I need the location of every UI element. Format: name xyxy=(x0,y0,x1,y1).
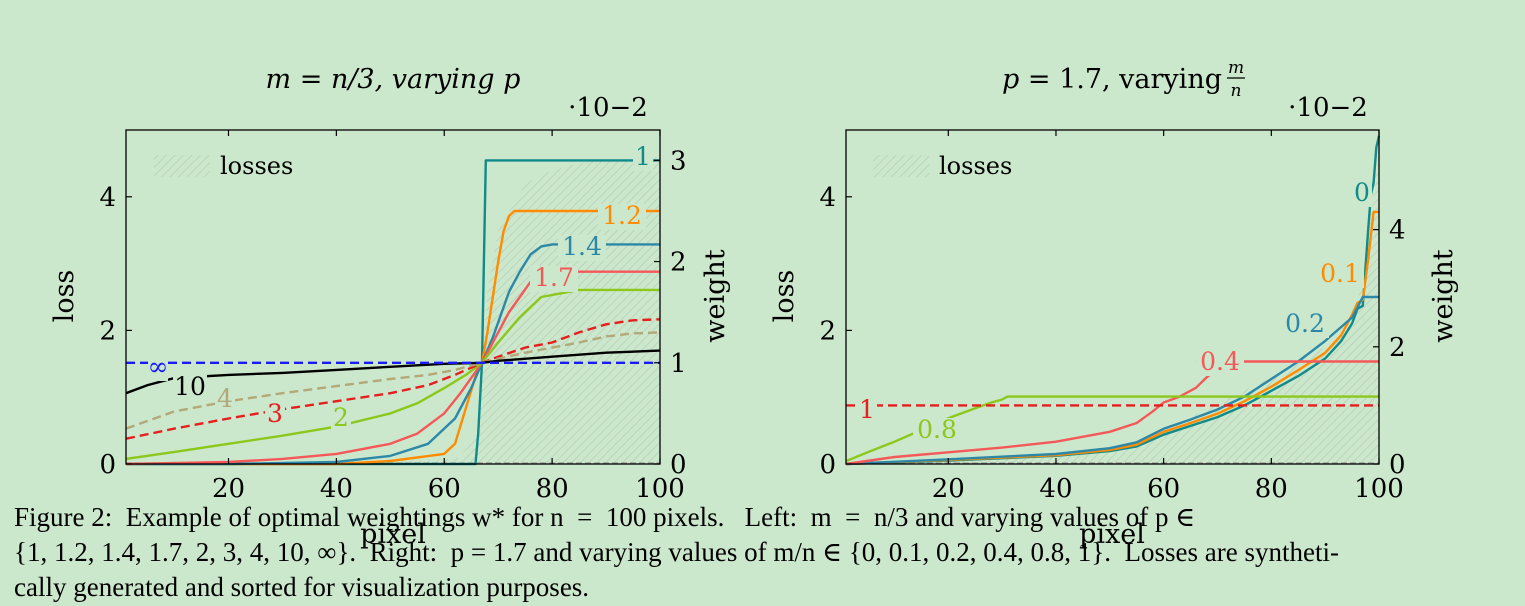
plot-frame xyxy=(125,129,661,465)
right-chart: p = 1.7, varying m n ·10−2 pixel loss we… xyxy=(769,58,1459,550)
svg-text:n: n xyxy=(1231,81,1242,101)
series-label: 4 xyxy=(217,384,233,413)
y2-tick-label: 2 xyxy=(1389,333,1406,363)
y-tick-label: 0 xyxy=(819,450,836,480)
y2-tick-label: 4 xyxy=(1389,216,1406,246)
series-label: ∞ xyxy=(148,352,169,381)
legend-swatch xyxy=(154,155,210,177)
series-label: 1 xyxy=(635,142,651,171)
x-tick-label: 60 xyxy=(1147,474,1180,504)
series-label-bg xyxy=(913,418,961,444)
series-label: 0.1 xyxy=(1320,259,1360,288)
series-line-2 xyxy=(845,295,1379,466)
legend: losses xyxy=(154,152,293,180)
series-label-bg xyxy=(857,398,877,424)
x-tick-label: 80 xyxy=(536,474,569,504)
x-tick-label: 60 xyxy=(428,474,461,504)
series-label-bg xyxy=(215,387,235,413)
series-label-bg xyxy=(148,355,168,381)
series-label: 1.4 xyxy=(562,232,602,261)
series-line-3 xyxy=(845,372,1213,466)
series-label-bg xyxy=(1352,181,1372,207)
y-tick-label: 2 xyxy=(819,316,836,346)
y2-tick-label: 1 xyxy=(670,349,687,379)
series-label: 0 xyxy=(1354,178,1370,207)
y-tick-label: 2 xyxy=(99,316,116,346)
series-label: 1.7 xyxy=(534,263,574,292)
series-label: 2 xyxy=(333,403,349,432)
legend-label: losses xyxy=(939,152,1012,180)
y-axis-label: loss xyxy=(769,270,800,323)
series-line-4 xyxy=(125,288,660,461)
plot-frame xyxy=(845,129,1380,465)
series-label: 0.4 xyxy=(1200,347,1240,376)
y-axis-label: loss xyxy=(49,270,80,323)
legend: losses xyxy=(873,152,1012,180)
caption-line-2: {1, 1.2, 1.4, 1.7, 2, 3, 4, 10, ∞}. Righ… xyxy=(14,537,1339,567)
y2-tick-label: 3 xyxy=(670,146,687,176)
series-label: 0.8 xyxy=(917,415,957,444)
losses-area-shape xyxy=(846,156,1379,464)
chart-title: m = n/3, varying p xyxy=(266,64,521,95)
series-label-bg xyxy=(173,375,207,401)
svg-text:m: m xyxy=(1228,58,1244,78)
series-label-bg xyxy=(265,402,285,428)
series-line-5 xyxy=(845,395,1379,463)
x-tick-label: 40 xyxy=(320,474,353,504)
x-tick-label: 20 xyxy=(212,474,245,504)
series-label-bg xyxy=(1281,312,1329,338)
y2-tick-label: 2 xyxy=(670,248,687,278)
series-label-bg xyxy=(1316,262,1364,288)
losses-area xyxy=(846,156,1379,464)
series-line-5 xyxy=(125,318,661,440)
x-tick-label: 100 xyxy=(635,474,685,504)
series-line-6 xyxy=(125,331,661,430)
legend-label: losses xyxy=(220,152,293,180)
x-axis-label: pixel xyxy=(1079,519,1145,550)
losses-area-shape xyxy=(126,156,660,464)
series-line-1 xyxy=(845,210,1379,466)
x-tick-label: 80 xyxy=(1255,474,1288,504)
y-tick-label: 4 xyxy=(819,183,836,213)
x-tick-label: 20 xyxy=(932,474,965,504)
series-labels: 1 1.21.41.7 2 3 4 10∞ xyxy=(148,142,653,432)
caption-line-3: cally generated and sorted for visualiza… xyxy=(14,572,590,602)
y2-tick-label: 0 xyxy=(1389,450,1406,480)
title-fraction: m n xyxy=(1227,58,1245,101)
left-chart: m = n/3, varying p ·10−2 pixel loss weig… xyxy=(49,64,731,550)
series-label-bg xyxy=(331,406,351,432)
series-label: 0.2 xyxy=(1285,309,1325,338)
series-labels: 0 0.1 0.2 0.4 0.8 1 xyxy=(857,178,1372,444)
series-label-bg xyxy=(598,204,646,230)
series-label: 3 xyxy=(267,399,283,428)
caption-line-1: Figure 2: Example of optimal weightings … xyxy=(14,502,1196,532)
x-tick-label: 100 xyxy=(1354,474,1404,504)
series-label: 1 xyxy=(859,395,875,424)
y2-multiplier: ·10−2 xyxy=(1288,93,1368,123)
series-label-bg xyxy=(1196,350,1244,376)
series-label: 1.2 xyxy=(602,201,642,230)
series-label-bg xyxy=(558,235,606,261)
y-tick-label: 0 xyxy=(99,450,116,480)
y2-axis-label: weight xyxy=(1428,249,1459,342)
y2-axis-label: weight xyxy=(700,249,731,342)
x-axis-label: pixel xyxy=(360,519,426,550)
y2-tick-label: 0 xyxy=(670,450,687,480)
y2-multiplier: ·10−2 xyxy=(568,93,648,123)
series-label-bg xyxy=(633,145,653,171)
chart-title: p = 1.7, varying xyxy=(1002,64,1222,95)
y-tick-label: 4 xyxy=(99,183,116,213)
series-label: 10 xyxy=(174,372,206,401)
series-lines xyxy=(845,135,1381,466)
series-label-bg xyxy=(530,266,578,292)
legend-swatch xyxy=(873,155,929,177)
losses-area xyxy=(126,156,660,464)
figure-caption: Figure 2: Example of optimal weightings … xyxy=(14,500,1514,605)
x-tick-label: 40 xyxy=(1039,474,1072,504)
